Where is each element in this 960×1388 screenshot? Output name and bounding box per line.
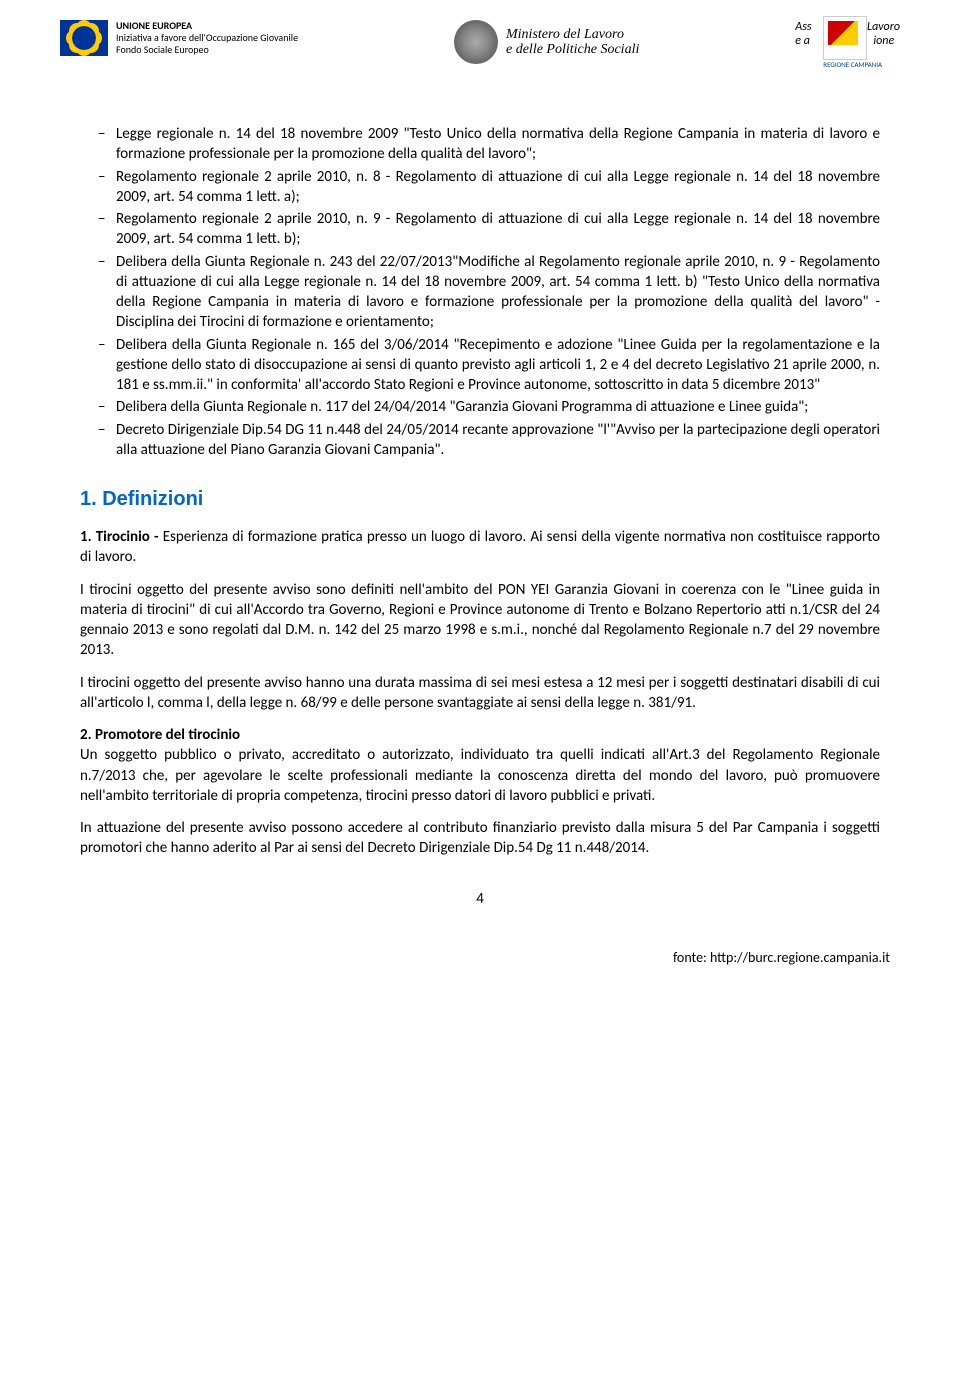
page-header: UNIONE EUROPEA Iniziativa a favore dell'…: [0, 0, 960, 74]
eu-flag-icon: [60, 20, 108, 56]
eu-text: UNIONE EUROPEA Iniziativa a favore dell'…: [116, 20, 298, 56]
regulation-list: Legge regionale n. 14 del 18 novembre 20…: [80, 124, 880, 460]
definizioni-para2: I tirocini oggetto del presente avviso s…: [80, 580, 880, 661]
list-item: Regolamento regionale 2 aprile 2010, n. …: [98, 209, 880, 250]
list-item: Decreto Dirigenziale Dip.54 DG 11 n.448 …: [98, 420, 880, 461]
page-number: 4: [80, 889, 880, 909]
list-item: Regolamento regionale 2 aprile 2010, n. …: [98, 167, 880, 208]
ministero-line2: e delle Politiche Sociali: [506, 42, 639, 57]
list-item: Delibera della Giunta Regionale n. 243 d…: [98, 252, 880, 333]
section-heading-definizioni: 1. Definizioni: [80, 486, 880, 513]
promotore-para2: In attuazione del presente avviso posson…: [80, 818, 880, 859]
italia-emblem-icon: [454, 20, 498, 64]
tirocinio-para: 1. Tirocinio - Esperienza di formazione …: [80, 527, 880, 568]
ministero-text: Ministero del Lavoro e delle Politiche S…: [506, 27, 639, 58]
list-item: Legge regionale n. 14 del 18 novembre 20…: [98, 124, 880, 165]
page-footer: fonte: http://burc.regione.campania.it: [0, 939, 960, 986]
promotore-para1: Un soggetto pubblico o privato, accredit…: [80, 745, 880, 806]
page-content: Legge regionale n. 14 del 18 novembre 20…: [0, 74, 960, 939]
ministero-block: Ministero del Lavoro e delle Politiche S…: [454, 20, 639, 64]
tirocinio-label: 1. Tirocinio -: [80, 528, 163, 546]
tirocinio-text: Esperienza di formazione pratica presso …: [80, 528, 880, 566]
assessorato-line1-left: Ass: [795, 20, 811, 34]
list-item: Delibera della Giunta Regionale n. 117 d…: [98, 397, 880, 417]
campania-logo-icon: [823, 16, 867, 60]
assessorato-block: Ass Lavoro e a ione REGIONE CAMPANIA: [795, 20, 900, 49]
eu-line2: Fondo Sociale Europeo: [116, 44, 298, 56]
assessorato-line2-left: e a: [795, 34, 810, 48]
campania-caption: REGIONE CAMPANIA: [823, 60, 882, 69]
ministero-line1: Ministero del Lavoro: [506, 27, 639, 42]
promotore-heading: 2. Promotore del tirocinio: [80, 725, 880, 745]
eu-block: UNIONE EUROPEA Iniziativa a favore dell'…: [60, 20, 298, 56]
definizioni-para3: I tirocini oggetto del presente avviso h…: [80, 673, 880, 714]
list-item: Delibera della Giunta Regionale n. 165 d…: [98, 335, 880, 396]
